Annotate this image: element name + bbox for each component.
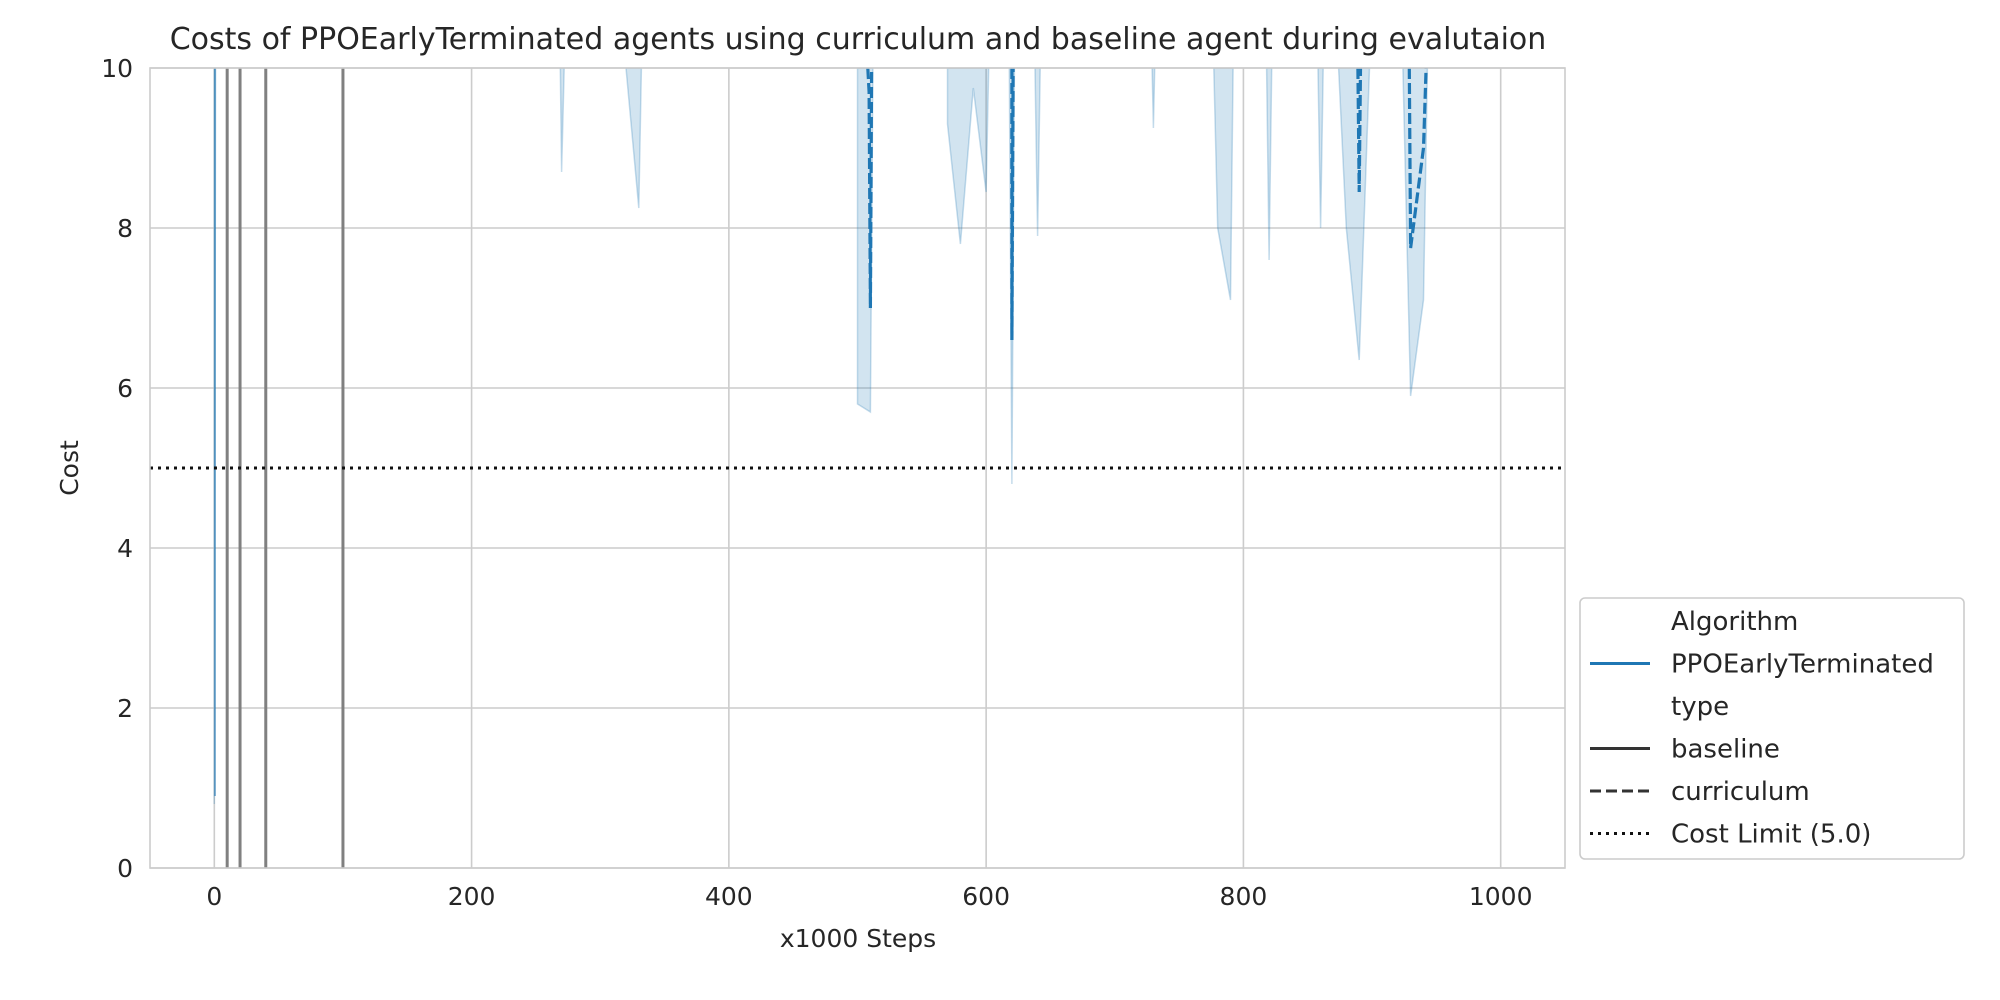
x-axis-label: x1000 Steps: [780, 924, 936, 953]
confidence-bands: [213, 68, 1429, 805]
confidence-band: [1337, 68, 1371, 361]
y-tick-label: 0: [117, 854, 133, 883]
curriculum-line: [866, 68, 874, 309]
legend: Algorithm PPOEarlyTerminated type baseline c…: [1579, 597, 1965, 860]
legend-label: curriculum: [1671, 777, 1810, 807]
x-tick-label: 200: [448, 882, 496, 911]
x-tick-label: 0: [206, 882, 222, 911]
x-tick-label: 400: [705, 882, 753, 911]
confidence-band: [1402, 68, 1429, 397]
confidence-band: [856, 68, 874, 414]
x-tick-label: 1000: [1469, 882, 1533, 911]
confidence-band: [1151, 68, 1156, 129]
curriculum-line: [1010, 68, 1015, 341]
plot-frame: [149, 67, 1566, 869]
chart-title: Costs of PPOEarlyTerminated agents using…: [170, 22, 1547, 57]
x-tick-label: 600: [962, 882, 1010, 911]
confidence-band: [946, 68, 990, 245]
x-tick-labels: 0 200 400 600 800 1000: [206, 882, 1532, 911]
series-lines: [150, 68, 1565, 868]
curriculum-line: [1356, 68, 1363, 193]
confidence-band: [1034, 68, 1041, 237]
curriculum-line: [1407, 68, 1428, 249]
legend-box: [1579, 597, 1965, 860]
confidence-band: [625, 68, 643, 209]
legend-label: baseline: [1671, 735, 1780, 765]
y-axis-label: Cost: [55, 440, 84, 496]
y-tick-label: 8: [117, 214, 133, 243]
y-tick-label: 6: [117, 374, 133, 403]
confidence-band: [1265, 68, 1273, 261]
y-tick-label: 4: [117, 534, 133, 563]
legend-label: Algorithm: [1671, 607, 1798, 637]
confidence-band: [1213, 68, 1234, 301]
confidence-band: [559, 68, 565, 173]
legend-label: Cost Limit (5.0): [1671, 820, 1871, 850]
y-tick-label: 10: [101, 54, 133, 83]
y-tick-label: 2: [117, 694, 133, 723]
legend-label: type: [1671, 692, 1729, 722]
legend-label: PPOEarlyTerminated: [1671, 650, 1934, 680]
confidence-band: [1317, 68, 1324, 229]
y-tick-labels: 0 2 4 6 8 10: [101, 54, 133, 883]
x-tick-label: 800: [1220, 882, 1268, 911]
